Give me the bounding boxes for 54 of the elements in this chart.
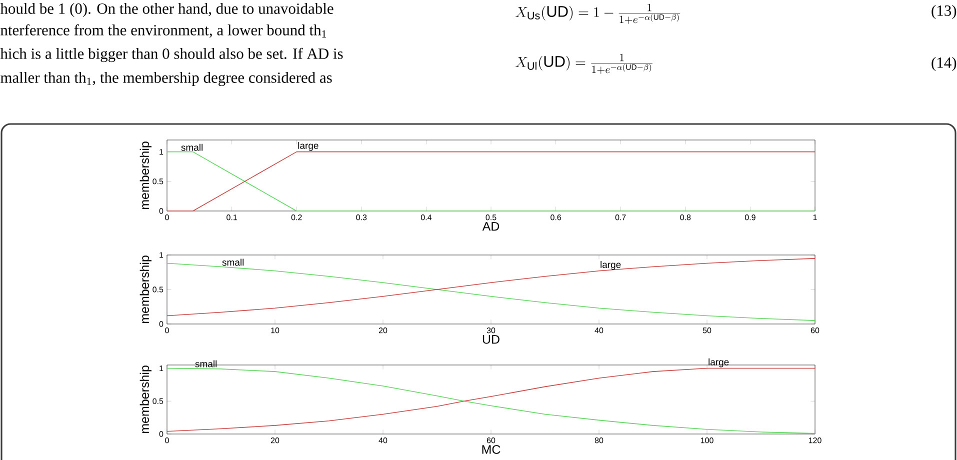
y-tick-label: 0.5 [152,398,164,404]
text: maller than th$_{1}$, the membership degree considered as [0,72,332,86]
x-tick-label: 0.6 [550,214,562,220]
y-axis-title: membership [140,142,152,210]
x-tick-label: 1 [813,214,817,220]
x-tick-label: 100 [700,438,714,444]
annotation: large [298,142,318,151]
x-tick-label: 0 [165,438,169,444]
x-tick-label: 80 [594,438,604,444]
x-tick-label: 0.9 [744,214,756,220]
y-tick-label: 1 [160,252,164,258]
annotation: large [708,358,729,368]
y-tick-label: 0 [159,208,164,214]
text: nterference from the environment, a lower bound th$_{1}$ [0,24,326,38]
y-tick-label: 0.5 [152,178,164,184]
x-axis-title: MC [482,445,500,454]
x-tick-label: 50 [702,328,712,334]
x-tick-label: 0.1 [226,214,237,220]
x-axis-title: AD [482,222,500,231]
x-tick-label: 0.3 [356,214,367,220]
x-tick-label: 120 [808,438,822,444]
annotation: small [195,360,217,368]
y-tick-label: 0 [159,431,164,437]
y-axis-title: membership [140,366,152,434]
x-tick-label: 40 [594,328,604,334]
y-axis-title: membership [140,256,152,324]
text: hich is a little bigger than 0 should also be set. If AD is [0,48,343,62]
text: $X_{\mathrm{Ul}}(\mathrm{UD}) = \frac{1}{1+e^{-\alpha(\mathrm{UD}-\beta)}}$ [516,54,652,74]
x-tick-label: 0.8 [680,214,691,220]
x-tick-label: 0.5 [486,214,496,220]
annotation: large [600,261,621,270]
y-tick-label: 1 [160,149,164,155]
x-tick-label: 40 [378,438,388,444]
y-tick-label: 0.5 [152,286,164,292]
x-tick-label: 10 [271,328,280,334]
x-tick-label: 0.7 [615,214,626,220]
annotation: small [181,144,202,151]
x-tick-label: 0 [165,328,169,334]
x-axis-title: UD [482,335,500,344]
x-tick-label: 0.4 [420,214,432,220]
annotation: small [222,258,244,266]
x-tick-label: 0 [165,214,169,220]
x-tick-label: 30 [486,328,496,334]
y-tick-label: 1 [160,366,164,372]
text: hould be 1 (0). On the other hand, due to unavoidable [0,2,334,18]
text: (14) [932,56,956,72]
x-tick-label: 20 [378,328,388,334]
x-tick-label: 60 [810,328,820,334]
x-tick-label: 20 [270,438,280,444]
y-tick-label: 0 [159,321,164,327]
text: $X_{\mathrm{Us}}(\mathrm{UD}) = 1-\frac{1}{1+e^{-\alpha(\mathrm{UD}-\beta)}}$ [516,4,680,24]
x-tick-label: 60 [486,438,496,444]
x-tick-label: 0.2 [291,214,302,220]
text: (13) [932,4,956,20]
